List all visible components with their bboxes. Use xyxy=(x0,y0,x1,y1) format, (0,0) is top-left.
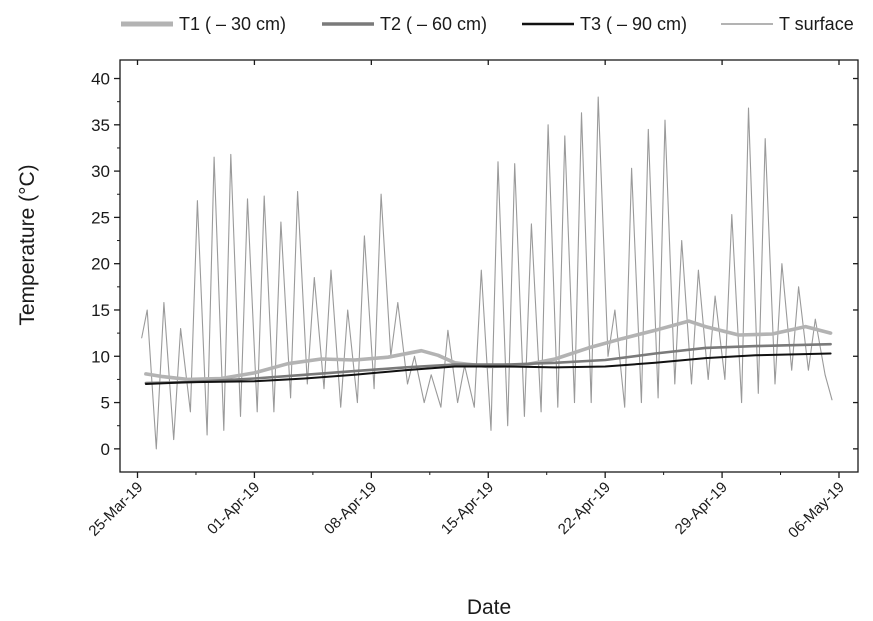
series-line-1 xyxy=(144,319,833,382)
x-tick-label: 22-Apr-19 xyxy=(555,479,614,538)
y-tick-label: 10 xyxy=(91,347,110,366)
x-tick-label: 01-Apr-19 xyxy=(204,479,263,538)
x-tick-label: 06-May-19 xyxy=(785,479,848,542)
x-tick-label: 29-Apr-19 xyxy=(672,479,731,538)
series-layer xyxy=(141,96,833,450)
y-tick-label: 15 xyxy=(91,301,110,320)
x-tick-label: 25-Mar-19 xyxy=(85,479,146,540)
legend-label-2: T2 ( – 60 cm) xyxy=(380,14,487,34)
y-tick-label: 20 xyxy=(91,255,110,274)
plot-frame xyxy=(119,59,859,473)
legend-label-4: T surface xyxy=(779,14,854,34)
y-tick-label: 40 xyxy=(91,70,110,89)
y-tick-label: 0 xyxy=(101,440,110,459)
x-tick-label: 08-Apr-19 xyxy=(321,479,380,538)
legend-label-1: T1 ( – 30 cm) xyxy=(179,14,286,34)
y-tick-label: 25 xyxy=(91,208,110,227)
x-tick-label: 15-Apr-19 xyxy=(438,479,497,538)
legend-label-3: T3 ( – 90 cm) xyxy=(580,14,687,34)
y-axis-label: Temperature (°C) xyxy=(16,164,39,325)
y-tick-label: 30 xyxy=(91,162,110,181)
y-tick-label: 35 xyxy=(91,116,110,135)
series-line-4 xyxy=(141,96,833,450)
series-line-3 xyxy=(144,352,832,385)
series-line-2 xyxy=(144,342,832,385)
chart-legend: T1 ( – 30 cm) T2 ( – 60 cm) T3 ( – 90 cm) T… xyxy=(121,14,854,34)
y-tick-label: 5 xyxy=(101,394,110,413)
x-axis-label: Date xyxy=(467,596,511,619)
